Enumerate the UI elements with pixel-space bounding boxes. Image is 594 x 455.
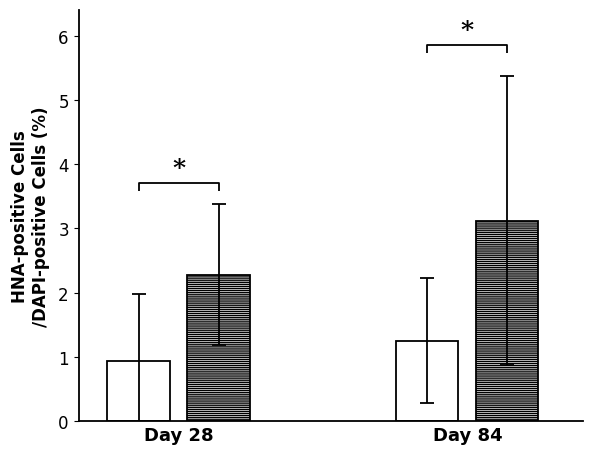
Bar <box>476 221 538 421</box>
Text: *: * <box>172 157 185 181</box>
Bar <box>188 275 249 421</box>
Bar <box>108 362 170 421</box>
Bar <box>396 341 459 421</box>
Text: *: * <box>461 19 474 43</box>
Y-axis label: HNA-positive Cells
/DAPI-positive Cells (%): HNA-positive Cells /DAPI-positive Cells … <box>11 106 50 326</box>
